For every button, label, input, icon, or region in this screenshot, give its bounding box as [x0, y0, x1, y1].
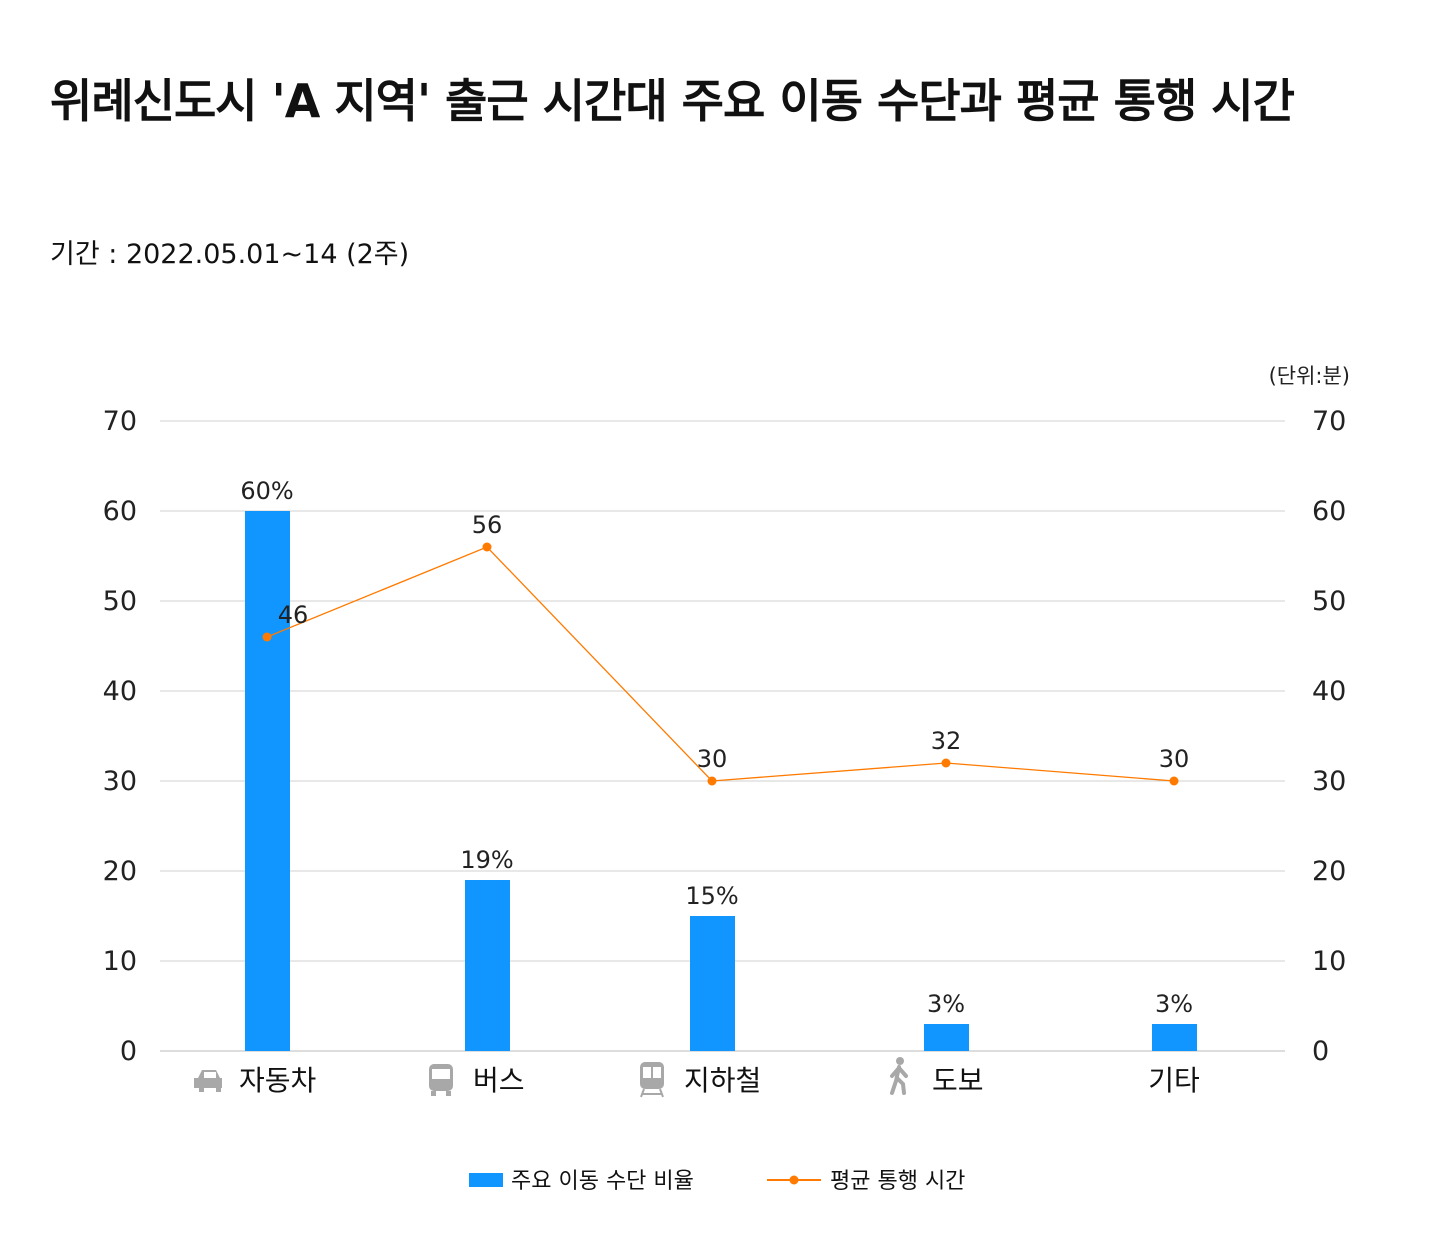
- y2-tick-label: 60: [1312, 496, 1346, 527]
- car-wheel: [199, 1088, 204, 1092]
- line-data-label: 56: [472, 511, 503, 539]
- y-tick-label: 0: [120, 1036, 137, 1067]
- bar-data-label: 60%: [240, 477, 293, 505]
- bar: [245, 511, 290, 1051]
- bar: [465, 880, 510, 1051]
- y2-tick-label: 70: [1312, 406, 1346, 437]
- y-tick-label: 40: [103, 676, 137, 707]
- bar-data-label: 3%: [927, 990, 965, 1018]
- subway-icon: [640, 1062, 664, 1098]
- line-data-label: 30: [697, 745, 728, 773]
- line-data-label: 46: [278, 601, 309, 629]
- bar-data-label: 19%: [460, 846, 513, 874]
- legend-bar-swatch: [469, 1173, 503, 1187]
- category-label: 기타: [1148, 1064, 1200, 1097]
- legend-line-label: 평균 통행 시간: [830, 1169, 965, 1194]
- line-data-label: 32: [931, 727, 962, 755]
- unit-label: (단위:분): [1269, 364, 1350, 388]
- y-tick-label: 30: [103, 766, 137, 797]
- category-2: 버스: [429, 1064, 525, 1097]
- bar: [924, 1024, 969, 1051]
- car-wheel: [216, 1088, 221, 1092]
- y2-tick-label: 50: [1312, 586, 1346, 617]
- walking-icon: [890, 1057, 908, 1095]
- bar-data-label: 15%: [685, 882, 738, 910]
- line-data-label: 30: [1159, 745, 1190, 773]
- subway-window: [643, 1067, 651, 1078]
- category-5: 기타: [1148, 1064, 1200, 1097]
- category-1: 자동차: [194, 1064, 316, 1097]
- y-tick-label: 10: [103, 946, 137, 977]
- car-icon: [194, 1070, 222, 1092]
- category-3: 지하철: [640, 1062, 761, 1098]
- y-tick-label: 70: [103, 406, 137, 437]
- y2-tick-label: 40: [1312, 676, 1346, 707]
- chart-title: 위례신도시 'A 지역' 출근 시간대 주요 이동 수단과 평균 통행 시간: [50, 74, 1295, 128]
- y-tick-label: 60: [103, 496, 137, 527]
- walker-body: [890, 1065, 908, 1095]
- bar-data-label: 3%: [1155, 990, 1193, 1018]
- legend: 주요 이동 수단 비율 평균 통행 시간: [469, 1169, 965, 1194]
- line-point: [262, 632, 272, 642]
- y2-tick-label: 20: [1312, 856, 1346, 887]
- car-window: [204, 1072, 216, 1078]
- subway-rails: [640, 1088, 664, 1098]
- line-point: [1169, 776, 1179, 786]
- category-4: 도보: [890, 1057, 984, 1097]
- bar: [1152, 1024, 1197, 1051]
- line-point: [941, 758, 951, 768]
- chart-subtitle: 기간 : 2022.05.01~14 (2주): [50, 239, 410, 270]
- category-label: 지하철: [684, 1064, 761, 1097]
- y2-tick-label: 30: [1312, 766, 1346, 797]
- bus-wheel: [446, 1091, 451, 1096]
- walker-head: [896, 1057, 904, 1065]
- legend-line-marker: [789, 1175, 799, 1185]
- category-label: 버스: [473, 1064, 525, 1097]
- y2-tick-label: 10: [1312, 946, 1346, 977]
- y-tick-label: 20: [103, 856, 137, 887]
- category-label: 자동차: [239, 1064, 316, 1097]
- y-tick-label: 50: [103, 586, 137, 617]
- line-point: [482, 542, 492, 552]
- bus-window: [432, 1069, 450, 1079]
- category-label: 도보: [932, 1064, 984, 1097]
- bus-icon: [429, 1064, 453, 1096]
- subway-window: [653, 1067, 661, 1078]
- legend-bar-label: 주요 이동 수단 비율: [511, 1169, 694, 1194]
- bar: [690, 916, 735, 1051]
- y2-tick-label: 0: [1312, 1036, 1329, 1067]
- line-point: [707, 776, 717, 786]
- bus-wheel: [431, 1091, 436, 1096]
